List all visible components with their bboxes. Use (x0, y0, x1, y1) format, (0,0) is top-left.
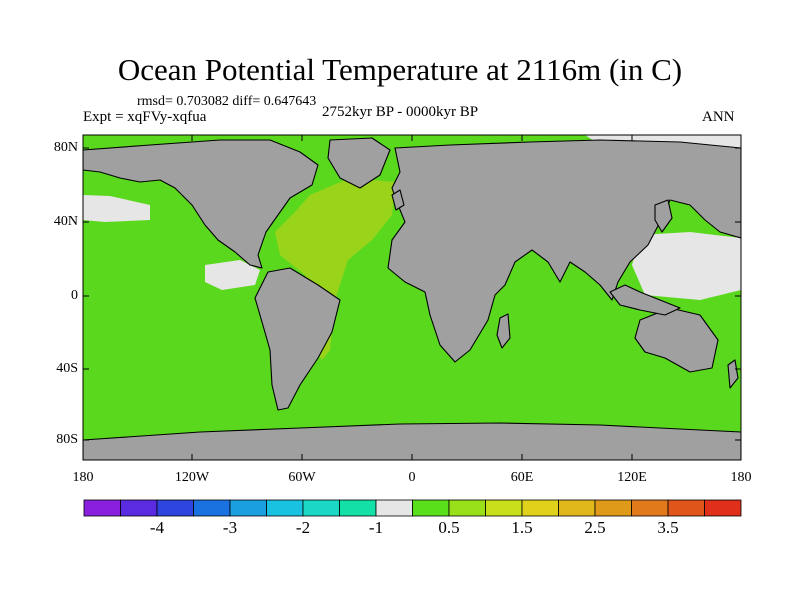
japan (654, 199, 673, 233)
colorbar-box (485, 499, 523, 517)
colorbar-box (631, 499, 669, 517)
colorbar-label: -3 (222, 518, 238, 537)
south-america (254, 267, 341, 411)
lat-label-80n: 80N (53, 140, 78, 155)
colorbar-box (83, 499, 121, 517)
uk (391, 189, 405, 211)
plot-title: Ocean Potential Temperature at 2116m (in… (117, 52, 683, 87)
lon-label-120w: 120W (174, 470, 210, 485)
colorbar-label: -4 (149, 518, 165, 537)
north-pacific-patch (83, 195, 150, 222)
lat-label-40n: 40N (53, 214, 78, 229)
colorbar-box (302, 499, 340, 517)
colorbar-box (156, 499, 194, 517)
antarctica (83, 422, 741, 460)
indonesia (609, 284, 681, 316)
lon-label-60w: 60W (288, 470, 316, 485)
lat-label-80s: 80S (56, 432, 78, 447)
colorbar-box (229, 499, 267, 517)
greenland (327, 137, 391, 189)
north-america (83, 139, 319, 269)
lon-label-180e: 180 (730, 470, 752, 485)
stats-text: rmsd= 0.703082 diff= 0.647643 (137, 94, 317, 109)
colorbar-box (667, 499, 705, 517)
madagascar (496, 313, 511, 349)
lon-label-60e: 60E (510, 470, 534, 485)
colorbar-label: 0.5 (438, 518, 460, 537)
colorbar-box (412, 499, 450, 517)
colorbar-label: -2 (295, 518, 311, 537)
new-zealand (727, 359, 739, 389)
colorbar-label: 2.5 (584, 518, 606, 537)
colorbar-box (375, 499, 413, 517)
atlantic-warm-anomaly (275, 178, 395, 360)
colorbar-label: 3.5 (657, 518, 679, 537)
eurasia-africa (387, 139, 741, 363)
colorbar-label: -1 (368, 518, 384, 537)
season-text: ANN (702, 109, 735, 125)
pacific-nw-anomaly (632, 232, 741, 300)
axis-ticks (83, 135, 741, 460)
experiment-text: Expt = xqFVy-xqfua (83, 109, 207, 125)
colorbar-box (266, 499, 304, 517)
lat-label-40s: 40S (56, 361, 78, 376)
australia (634, 307, 719, 373)
period-text: 2752kyr BP - 0000kyr BP (322, 104, 479, 120)
lon-label-120e: 120E (617, 470, 647, 485)
colorbar-box (558, 499, 596, 517)
lon-label-180w: 180 (72, 470, 94, 485)
lon-label-0: 0 (408, 470, 416, 485)
colorbar-box (339, 499, 377, 517)
lat-label-0: 0 (71, 288, 78, 303)
east-pacific-patch (205, 260, 260, 290)
colorbar-box (521, 499, 559, 517)
colorbar-label: 1.5 (511, 518, 533, 537)
colorbar-box (193, 499, 231, 517)
colorbar-box (120, 499, 158, 517)
colorbar-box (448, 499, 486, 517)
land-masses (83, 137, 741, 460)
colorbar-box (594, 499, 632, 517)
colorbar-box (704, 499, 742, 517)
